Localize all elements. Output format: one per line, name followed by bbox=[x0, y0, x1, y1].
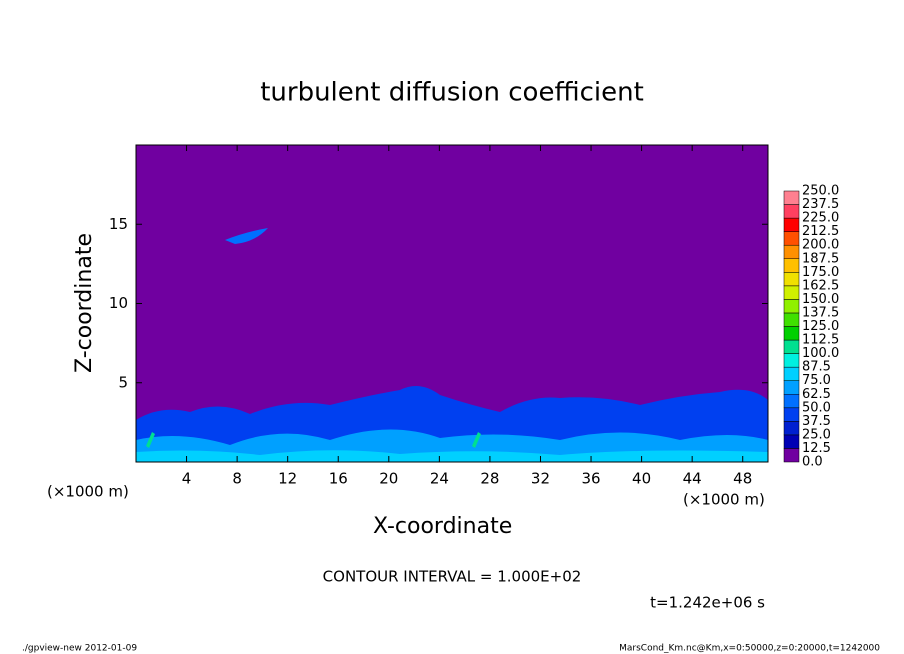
colorbar-label: 0.0 bbox=[802, 455, 823, 470]
x-tick-label: 4 bbox=[182, 470, 192, 488]
colorbar-label: 12.5 bbox=[802, 441, 831, 456]
x-tick-label: 28 bbox=[480, 470, 499, 488]
colorbar-label: 87.5 bbox=[802, 360, 831, 375]
x-tick-label: 20 bbox=[379, 470, 398, 488]
colorbar-box bbox=[783, 366, 800, 381]
colorbar-box bbox=[783, 326, 800, 341]
chart-title: turbulent diffusion coefficient bbox=[260, 78, 644, 108]
colorbar-box bbox=[783, 448, 800, 463]
time-label: t=1.242e+06 s bbox=[650, 594, 765, 612]
x-tick-label: 24 bbox=[430, 470, 449, 488]
colorbar-label: 250.0 bbox=[802, 184, 839, 199]
colorbar-box bbox=[783, 353, 800, 368]
colorbar-label: 162.5 bbox=[802, 278, 839, 293]
colorbar-label: 212.5 bbox=[802, 224, 839, 239]
colorbar-box bbox=[783, 285, 800, 300]
colorbar-box bbox=[783, 434, 800, 449]
colorbar-box bbox=[783, 244, 800, 259]
colorbar-box bbox=[783, 204, 800, 219]
x-unit-label: (×1000 m) bbox=[47, 483, 129, 501]
y-tick-label: 15 bbox=[109, 215, 128, 233]
x-tick-label: 16 bbox=[329, 470, 348, 488]
colorbar-box bbox=[783, 272, 800, 287]
colorbar-box bbox=[783, 394, 800, 409]
colorbar-box bbox=[783, 258, 800, 273]
colorbar-label: 175.0 bbox=[802, 265, 839, 280]
footer-left: ./gpview-new 2012-01-09 bbox=[22, 644, 137, 654]
colorbar-box bbox=[783, 190, 800, 205]
x-unit-label: (×1000 m) bbox=[683, 491, 765, 509]
colorbar-label: 75.0 bbox=[802, 373, 831, 388]
colorbar-box bbox=[783, 339, 800, 354]
colorbar-label: 237.5 bbox=[802, 197, 839, 212]
colorbar-label: 62.5 bbox=[802, 387, 831, 402]
colorbar-label: 125.0 bbox=[802, 319, 839, 334]
colorbar-label: 37.5 bbox=[802, 414, 831, 429]
colorbar-label: 200.0 bbox=[802, 238, 839, 253]
y-tick-label: 5 bbox=[118, 373, 128, 391]
colorbar-label: 150.0 bbox=[802, 292, 839, 307]
y-tick-label: 10 bbox=[109, 294, 128, 312]
field-features bbox=[136, 228, 768, 462]
x-tick-label: 48 bbox=[733, 470, 752, 488]
colorbar-box bbox=[783, 421, 800, 436]
x-tick-label: 32 bbox=[531, 470, 550, 488]
x-axis-label: X-coordinate bbox=[373, 514, 512, 539]
x-tick-label: 44 bbox=[683, 470, 702, 488]
turbulent-patch bbox=[146, 432, 155, 448]
x-tick-label: 12 bbox=[278, 470, 297, 488]
colorbar-label: 225.0 bbox=[802, 211, 839, 226]
colorbar-label: 187.5 bbox=[802, 251, 839, 266]
colorbar-label: 25.0 bbox=[802, 427, 831, 442]
colorbar-label: 100.0 bbox=[802, 346, 839, 361]
contour-interval: CONTOUR INTERVAL = 1.000E+02 bbox=[323, 568, 582, 586]
turbulent-layer bbox=[136, 450, 768, 462]
y-axis-label: Z-coordinate bbox=[72, 233, 97, 373]
colorbar-label: 50.0 bbox=[802, 400, 831, 415]
colorbar-box bbox=[783, 407, 800, 422]
colorbar-box bbox=[783, 231, 800, 246]
footer-right: MarsCond_Km.nc@Km,x=0:50000,z=0:20000,t=… bbox=[619, 644, 880, 654]
colorbar-label: 137.5 bbox=[802, 305, 839, 320]
turbulent-patch bbox=[225, 228, 268, 244]
colorbar-box bbox=[783, 380, 800, 395]
colorbar-box bbox=[783, 299, 800, 314]
x-tick-label: 36 bbox=[581, 470, 600, 488]
x-tick-label: 8 bbox=[232, 470, 242, 488]
colorbar-label: 112.5 bbox=[802, 333, 839, 348]
turbulent-patch bbox=[472, 432, 481, 448]
colorbar-box bbox=[783, 217, 800, 232]
x-tick-label: 40 bbox=[632, 470, 651, 488]
colorbar-box bbox=[783, 312, 800, 327]
